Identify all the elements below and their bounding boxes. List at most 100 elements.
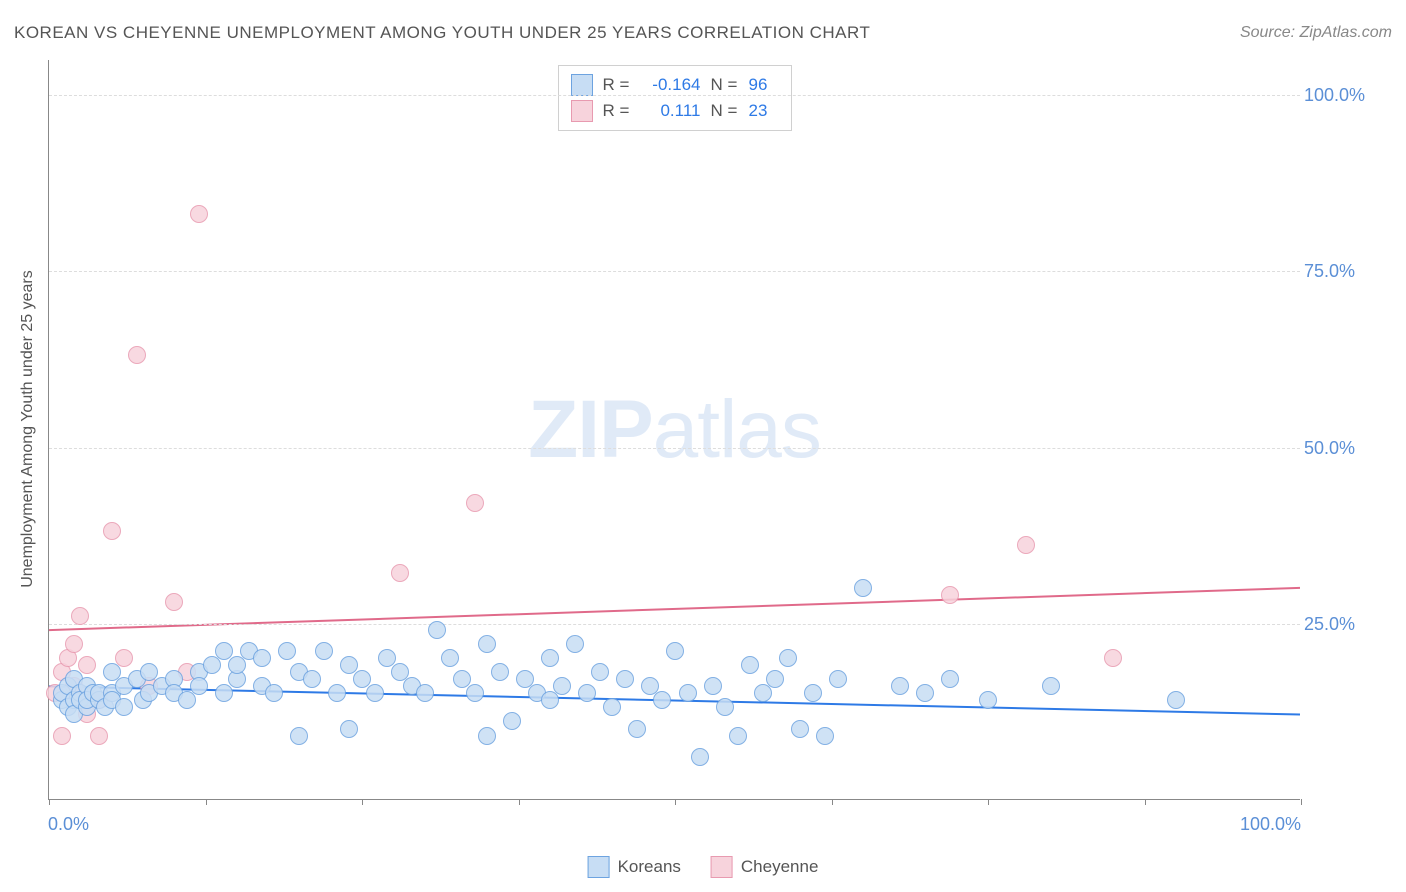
gridline <box>49 624 1300 625</box>
data-point <box>71 607 89 625</box>
stat-label-n: N = <box>711 75 739 95</box>
data-point <box>190 677 208 695</box>
data-point <box>391 564 409 582</box>
stat-n-series2: 23 <box>749 101 779 121</box>
data-point <box>791 720 809 738</box>
data-point <box>603 698 621 716</box>
data-point <box>503 712 521 730</box>
data-point <box>541 691 559 709</box>
x-tick <box>675 799 676 805</box>
data-point <box>829 670 847 688</box>
data-point <box>616 670 634 688</box>
data-point <box>1042 677 1060 695</box>
data-point <box>115 649 133 667</box>
stat-label-r: R = <box>603 75 631 95</box>
x-tick <box>1301 799 1302 805</box>
data-point <box>303 670 321 688</box>
watermark-light: atlas <box>653 384 821 475</box>
data-point <box>215 684 233 702</box>
x-tick-label: 100.0% <box>1240 814 1301 835</box>
data-point <box>1017 536 1035 554</box>
chart-title: KOREAN VS CHEYENNE UNEMPLOYMENT AMONG YO… <box>14 23 870 43</box>
data-point <box>340 720 358 738</box>
data-point <box>704 677 722 695</box>
correlation-stats-box: R = -0.164 N = 96 R = 0.111 N = 23 <box>558 65 792 131</box>
data-point <box>416 684 434 702</box>
data-point <box>253 649 271 667</box>
gridline <box>49 95 1300 96</box>
legend-label-series1: Koreans <box>618 857 681 877</box>
data-point <box>779 649 797 667</box>
data-point <box>766 670 784 688</box>
stats-row: R = 0.111 N = 23 <box>571 98 779 124</box>
data-point <box>115 698 133 716</box>
swatch-series2 <box>571 100 593 122</box>
data-point <box>53 727 71 745</box>
x-tick-label: 0.0% <box>48 814 89 835</box>
swatch-series2 <box>711 856 733 878</box>
watermark: ZIPatlas <box>528 383 821 477</box>
data-point <box>491 663 509 681</box>
data-point <box>165 593 183 611</box>
data-point <box>741 656 759 674</box>
data-point <box>290 727 308 745</box>
data-point <box>478 727 496 745</box>
x-tick <box>362 799 363 805</box>
y-tick-label: 25.0% <box>1304 614 1394 635</box>
data-point <box>366 684 384 702</box>
data-point <box>478 635 496 653</box>
data-point <box>566 635 584 653</box>
data-point <box>466 494 484 512</box>
data-point <box>891 677 909 695</box>
chart-plot-area: ZIPatlas R = -0.164 N = 96 R = 0.111 N =… <box>48 60 1300 800</box>
data-point <box>203 656 221 674</box>
stat-n-series1: 96 <box>749 75 779 95</box>
data-point <box>328 684 346 702</box>
data-point <box>854 579 872 597</box>
data-point <box>729 727 747 745</box>
data-point <box>816 727 834 745</box>
y-tick-label: 100.0% <box>1304 85 1394 106</box>
data-point <box>228 656 246 674</box>
data-point <box>65 635 83 653</box>
x-tick <box>1145 799 1146 805</box>
data-point <box>553 677 571 695</box>
gridline <box>49 448 1300 449</box>
data-point <box>1104 649 1122 667</box>
data-point <box>979 691 997 709</box>
gridline <box>49 271 1300 272</box>
legend-item: Koreans <box>588 856 681 878</box>
x-tick <box>49 799 50 805</box>
data-point <box>103 522 121 540</box>
y-tick-label: 75.0% <box>1304 261 1394 282</box>
swatch-series1 <box>588 856 610 878</box>
data-point <box>265 684 283 702</box>
stat-label-n: N = <box>711 101 739 121</box>
x-tick <box>206 799 207 805</box>
data-point <box>428 621 446 639</box>
data-point <box>90 727 108 745</box>
data-point <box>628 720 646 738</box>
data-point <box>754 684 772 702</box>
data-point <box>716 698 734 716</box>
data-point <box>466 684 484 702</box>
source-attribution: Source: ZipAtlas.com <box>1240 24 1392 42</box>
x-tick <box>832 799 833 805</box>
y-tick-label: 50.0% <box>1304 438 1394 459</box>
data-point <box>190 205 208 223</box>
stats-row: R = -0.164 N = 96 <box>571 72 779 98</box>
swatch-series1 <box>571 74 593 96</box>
data-point <box>128 346 146 364</box>
data-point <box>691 748 709 766</box>
stat-r-series1: -0.164 <box>641 75 701 95</box>
data-point <box>541 649 559 667</box>
data-point <box>591 663 609 681</box>
data-point <box>178 691 196 709</box>
stat-label-r: R = <box>603 101 631 121</box>
data-point <box>278 642 296 660</box>
x-tick <box>519 799 520 805</box>
data-point <box>941 586 959 604</box>
data-point <box>941 670 959 688</box>
legend-label-series2: Cheyenne <box>741 857 819 877</box>
y-axis-label: Unemployment Among Youth under 25 years <box>19 259 37 599</box>
